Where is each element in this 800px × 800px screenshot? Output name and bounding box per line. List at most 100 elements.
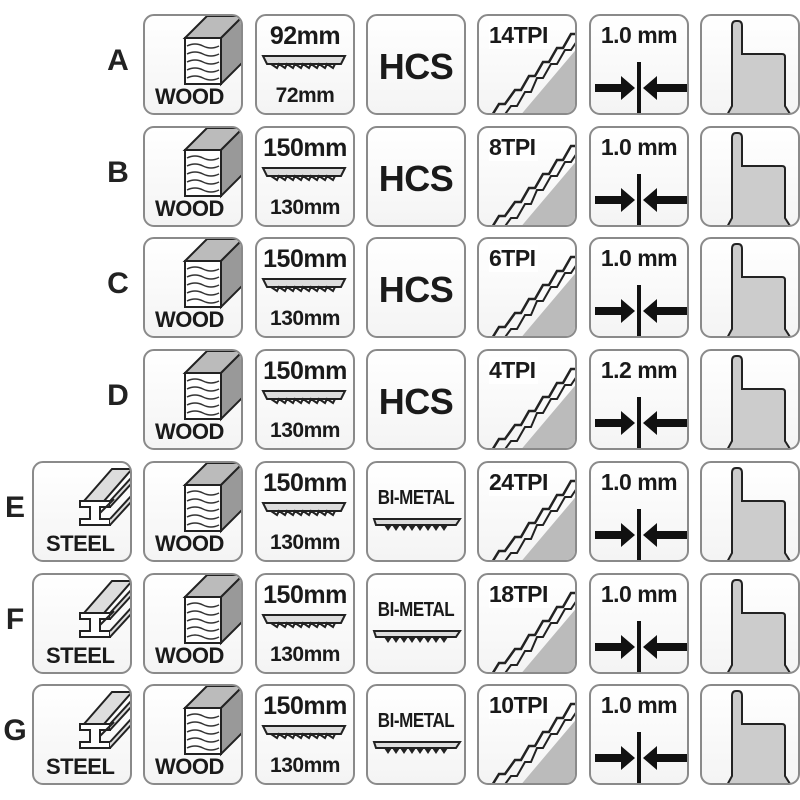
blade-material-cell: HCS [366,125,466,227]
row-letter: C [107,267,129,301]
row-letter: F [5,602,25,636]
material-wood-cell: WOOD [143,460,243,562]
tpi-cell: 14TPI [477,14,577,115]
blade-teeth-icon [372,517,462,531]
thickness-value: 1.0 mm [600,245,678,272]
tpi-cell: 18TPI [477,572,577,674]
thickness-value: 1.0 mm [600,580,678,607]
table-row: D WOOD 150mm 130mm HCS 4TPI 1.2 mm [0,349,800,451]
t-shank-icon [727,355,791,449]
material-label: WOOD [155,307,224,333]
blade-material: BI-METAL [377,710,455,733]
row-letter: E [4,490,25,524]
t-shank-icon [727,131,791,225]
thickness-arrows-icon [595,620,687,672]
working-length: 130mm [270,307,340,331]
blade-material-cell: BI-METAL [366,572,466,674]
table-row: B WOOD 150mm 130mm HCS 8TPI 1.0 mm [0,125,800,227]
blade-material: BI-METAL [377,598,455,621]
material-steel-cell: STEEL [32,460,132,562]
blade-material-cell: BI-METAL [366,460,466,562]
working-length: 130mm [270,642,340,666]
length-cell: 150mm 130mm [255,237,355,339]
thickness-cell: 1.0 mm [589,237,689,339]
tpi-teeth-icon [491,702,575,784]
tpi-value: 4TPI [489,357,538,385]
blade-length-icon [261,166,347,182]
table-row: F STEEL WOOD 150mm 130mm BI-METAL 18TPI 1.0 mm [0,572,800,674]
thickness-cell: 1.0 mm [589,125,689,227]
blade-teeth-icon [372,629,462,643]
total-length: 150mm [263,468,347,497]
tpi-value: 6TPI [489,245,538,273]
working-length: 130mm [270,419,340,443]
blade-length-icon [261,390,347,405]
wood-block-icon [182,239,241,310]
tpi-cell: 24TPI [477,460,577,562]
thickness-arrows-icon [595,62,687,113]
material-label: STEEL [46,642,115,668]
length-cell: 150mm 130mm [255,460,355,562]
blade-material: HCS [378,269,454,311]
thickness-arrows-icon [595,508,687,560]
blade-length-icon [261,278,347,293]
steel-beam-icon [79,579,130,638]
length-cell: 92mm 72mm [255,14,355,115]
material-wood-cell: WOOD [143,237,243,339]
material-label: WOOD [155,754,224,780]
steel-beam-icon [79,467,130,526]
material-wood-cell: WOOD [143,572,243,674]
length-cell: 150mm 130mm [255,125,355,227]
total-length: 150mm [263,580,347,609]
total-length: 150mm [263,692,347,721]
tpi-value: 14TPI [489,22,550,49]
thickness-value: 1.0 mm [600,133,678,160]
thickness-value: 1.2 mm [600,357,678,384]
blade-length-icon [261,501,347,517]
total-length: 150mm [263,357,347,386]
tpi-teeth-icon [491,32,575,113]
material-label: STEEL [46,754,115,780]
material-wood-cell: WOOD [143,684,243,786]
row-letter: D [107,379,129,413]
blade-material-cell: HCS [366,237,466,339]
t-shank-icon [727,20,791,113]
thickness-value: 1.0 mm [600,468,678,495]
thickness-arrows-icon [595,732,687,784]
blade-length-icon [261,725,347,740]
table-row: E STEEL WOOD 150mm 130mm BI-METAL 24TPI 1.0 mm [0,460,800,562]
working-length: 130mm [270,530,340,554]
wood-block-icon [182,574,241,645]
blade-material: HCS [378,157,454,199]
thickness-value: 1.0 mm [600,692,678,719]
thickness-arrows-icon [595,397,687,449]
thickness-cell: 1.0 mm [589,572,689,674]
material-label: WOOD [155,84,224,109]
total-length: 150mm [263,133,347,162]
material-label: WOOD [155,419,224,445]
table-row: G STEEL WOOD 150mm 130mm BI-METAL 10TPI 1.0 mm [0,684,800,786]
material-wood-cell: WOOD [143,349,243,451]
tpi-teeth-icon [491,591,575,672]
tpi-teeth-icon [491,479,575,560]
material-label: WOOD [155,530,224,556]
blade-material-cell: HCS [366,14,466,115]
wood-block-icon [182,16,241,87]
tpi-cell: 6TPI [477,237,577,339]
material-wood-cell: WOOD [143,14,243,115]
blade-material: HCS [378,46,454,87]
blade-material-cell: HCS [366,349,466,451]
total-length: 92mm [269,22,341,50]
tpi-teeth-icon [491,144,575,225]
working-length: 72mm [275,84,335,107]
shank-cell [700,14,800,115]
blade-teeth-icon [372,741,462,755]
tpi-cell: 10TPI [477,684,577,786]
blade-material: HCS [378,381,454,423]
tpi-teeth-icon [491,367,575,449]
blade-length-icon [261,613,347,628]
shank-cell [700,125,800,227]
thickness-cell: 1.0 mm [589,14,689,115]
shank-cell [700,349,800,451]
t-shank-icon [727,578,791,672]
